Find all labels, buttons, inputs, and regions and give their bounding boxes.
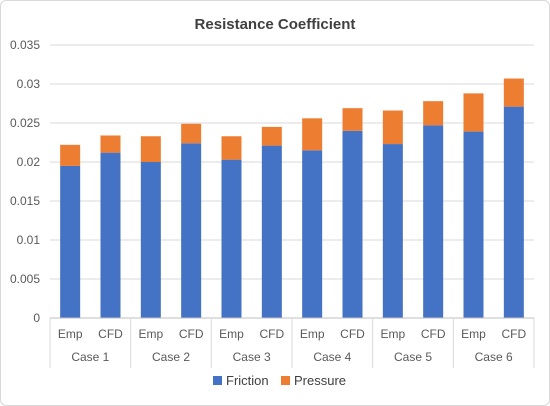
x-subcategory-label: Emp [380, 327, 405, 341]
y-tick-label: 0.025 [10, 116, 40, 130]
bar-friction-6 [261, 145, 282, 318]
x-subcategory-label: Emp [219, 327, 244, 341]
legend: Friction Pressure [213, 373, 346, 388]
bar-friction-12 [503, 106, 524, 319]
x-subcategory-label: CFD [259, 327, 284, 341]
bar-friction-3 [140, 162, 161, 318]
x-group-label: Case 3 [233, 350, 271, 364]
x-subcategory-label: CFD [179, 327, 204, 341]
bar-pressure-1 [60, 144, 81, 166]
x-group-label: Case 2 [152, 350, 190, 364]
x-subcategory-label: Emp [58, 327, 83, 341]
bar-pressure-3 [140, 136, 161, 162]
bar-friction-2 [100, 152, 121, 318]
bar-friction-11 [463, 131, 484, 318]
bar-pressure-6 [261, 126, 282, 146]
y-tick-label: 0.03 [17, 77, 41, 91]
x-group-label: Case 6 [475, 350, 513, 364]
x-group-label: Case 1 [71, 350, 109, 364]
bar-friction-8 [342, 130, 363, 318]
x-subcategory-label: CFD [501, 327, 526, 341]
x-axis: Emp CFD Emp CFD Emp CFD Emp CFD Emp CFD Emp CFD Case… [49, 317, 535, 368]
legend-swatch-friction [213, 376, 222, 385]
bar-friction-10 [423, 125, 444, 318]
legend-label-friction: Friction [226, 373, 269, 388]
x-subcategory-label: Emp [461, 327, 486, 341]
y-tick-label: 0.01 [17, 233, 41, 247]
bar-pressure-4 [181, 123, 202, 144]
bar-friction-7 [302, 150, 323, 318]
y-axis-ticks: 0 0.005 0.01 0.015 0.02 0.025 0.03 0.035 [10, 38, 40, 325]
legend-label-pressure: Pressure [294, 373, 346, 388]
y-tick-label: 0.015 [10, 194, 40, 208]
y-tick-label: 0 [33, 311, 40, 325]
x-subcategory-label: CFD [421, 327, 446, 341]
x-group-label: Case 4 [313, 350, 351, 364]
bar-friction-1 [60, 165, 81, 318]
bar-pressure-12 [503, 78, 524, 107]
bar-pressure-5 [221, 136, 242, 160]
x-subcategory-label: CFD [98, 327, 123, 341]
gridlines [50, 44, 534, 319]
chart-title: Resistance Coefficient [195, 16, 356, 33]
bar-friction-4 [181, 143, 202, 318]
x-subcategory-label: Emp [138, 327, 163, 341]
y-tick-label: 0.02 [17, 155, 41, 169]
legend-swatch-pressure [281, 376, 290, 385]
bar-pressure-2 [100, 135, 121, 153]
bar-pressure-11 [463, 93, 484, 132]
bar-friction-5 [221, 159, 242, 318]
bar-pressure-10 [423, 101, 444, 126]
x-group-label: Case 5 [394, 350, 432, 364]
x-subcategory-label: CFD [340, 327, 365, 341]
bars [60, 78, 524, 319]
bar-friction-9 [382, 144, 403, 318]
y-tick-label: 0.005 [10, 272, 40, 286]
bar-pressure-7 [302, 118, 323, 151]
bar-pressure-8 [342, 108, 363, 131]
bar-pressure-9 [382, 110, 403, 145]
y-tick-label: 0.035 [10, 38, 40, 52]
x-subcategory-label: Emp [300, 327, 325, 341]
